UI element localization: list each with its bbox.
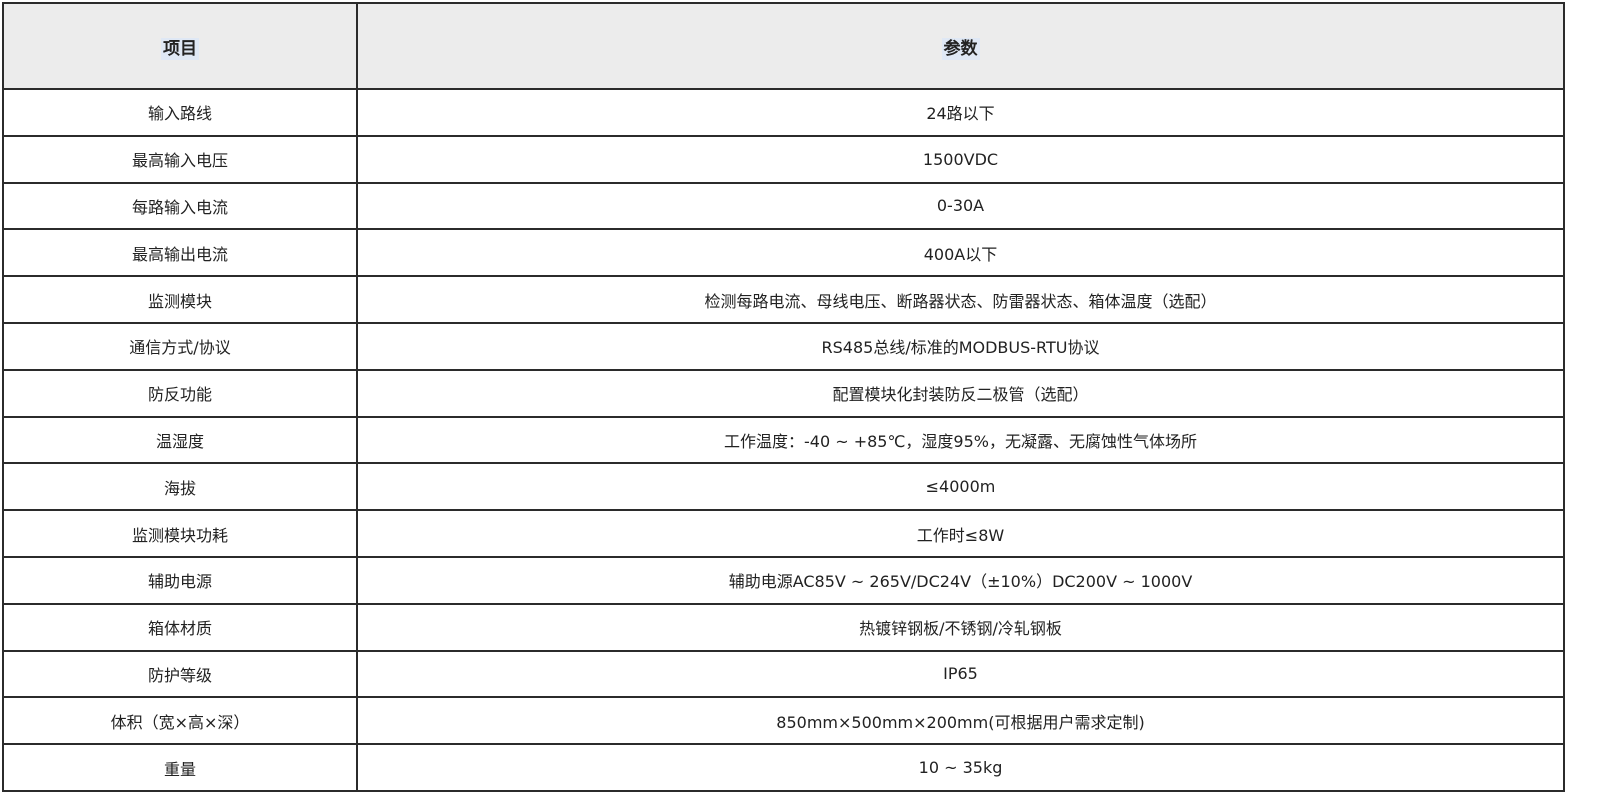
table-row: 最高输入电压 1500VDC bbox=[2, 134, 1565, 184]
header-item: 项目 bbox=[2, 2, 358, 90]
row-item: 监测模块功耗 bbox=[2, 509, 358, 558]
row-item: 通信方式/协议 bbox=[2, 321, 358, 371]
row-value: 检测每路电流、母线电压、断路器状态、防雷器状态、箱体温度（选配） bbox=[356, 275, 1565, 324]
row-value: 工作温度：-40 ~ +85℃，湿度95%，无凝露、无腐蚀性气体场所 bbox=[356, 415, 1565, 465]
row-item: 箱体材质 bbox=[2, 602, 358, 652]
table-row: 体积（宽×高×深） 850mm×500mm×200mm(可根据用户需求定制) bbox=[2, 696, 1565, 746]
table-row: 监测模块 检测每路电流、母线电压、断路器状态、防雷器状态、箱体温度（选配） bbox=[2, 275, 1565, 324]
row-value: 24路以下 bbox=[356, 88, 1565, 137]
row-item: 体积（宽×高×深） bbox=[2, 696, 358, 746]
row-item: 每路输入电流 bbox=[2, 181, 358, 231]
row-item: 温湿度 bbox=[2, 415, 358, 465]
row-item: 防反功能 bbox=[2, 368, 358, 418]
table-row: 防护等级 IP65 bbox=[2, 649, 1565, 699]
table-row: 温湿度 工作温度：-40 ~ +85℃，湿度95%，无凝露、无腐蚀性气体场所 bbox=[2, 415, 1565, 465]
table-row: 每路输入电流 0-30A bbox=[2, 181, 1565, 231]
row-value: 辅助电源AC85V ~ 265V/DC24V（±10%）DC200V ~ 100… bbox=[356, 555, 1565, 605]
row-value: 热镀锌钢板/不锈钢/冷轧钢板 bbox=[356, 602, 1565, 652]
table-row: 监测模块功耗 工作时≤8W bbox=[2, 509, 1565, 558]
row-value: IP65 bbox=[356, 649, 1565, 699]
row-value: 1500VDC bbox=[356, 134, 1565, 184]
row-item: 重量 bbox=[2, 743, 358, 792]
row-item: 防护等级 bbox=[2, 649, 358, 699]
table-row: 海拔 ≤4000m bbox=[2, 462, 1565, 512]
row-value: 0-30A bbox=[356, 181, 1565, 231]
table-row: 通信方式/协议 RS485总线/标准的MODBUS-RTU协议 bbox=[2, 321, 1565, 371]
table-row: 防反功能 配置模块化封装防反二极管（选配） bbox=[2, 368, 1565, 418]
row-value: 850mm×500mm×200mm(可根据用户需求定制) bbox=[356, 696, 1565, 746]
row-item: 输入路线 bbox=[2, 88, 358, 137]
row-value: 400A以下 bbox=[356, 228, 1565, 278]
row-item: 海拔 bbox=[2, 462, 358, 512]
row-value: 配置模块化封装防反二极管（选配） bbox=[356, 368, 1565, 418]
spec-table: 项目 参数 输入路线 24路以下 最高输入电压 1500VDC 每路输入电流 0-30A 最… bbox=[2, 2, 1565, 792]
table-row: 箱体材质 热镀锌钢板/不锈钢/冷轧钢板 bbox=[2, 602, 1565, 652]
row-item: 最高输出电流 bbox=[2, 228, 358, 278]
header-param: 参数 bbox=[356, 2, 1565, 90]
table-row: 重量 10 ~ 35kg bbox=[2, 743, 1565, 792]
table-row: 辅助电源 辅助电源AC85V ~ 265V/DC24V（±10%）DC200V ~… bbox=[2, 555, 1565, 605]
table-row: 最高输出电流 400A以下 bbox=[2, 228, 1565, 278]
row-item: 最高输入电压 bbox=[2, 134, 358, 184]
row-value: 工作时≤8W bbox=[356, 509, 1565, 558]
header-row: 项目 参数 bbox=[2, 2, 1565, 90]
row-value: RS485总线/标准的MODBUS-RTU协议 bbox=[356, 321, 1565, 371]
row-item: 监测模块 bbox=[2, 275, 358, 324]
table-row: 输入路线 24路以下 bbox=[2, 88, 1565, 137]
row-value: 10 ~ 35kg bbox=[356, 743, 1565, 792]
row-item: 辅助电源 bbox=[2, 555, 358, 605]
row-value: ≤4000m bbox=[356, 462, 1565, 512]
